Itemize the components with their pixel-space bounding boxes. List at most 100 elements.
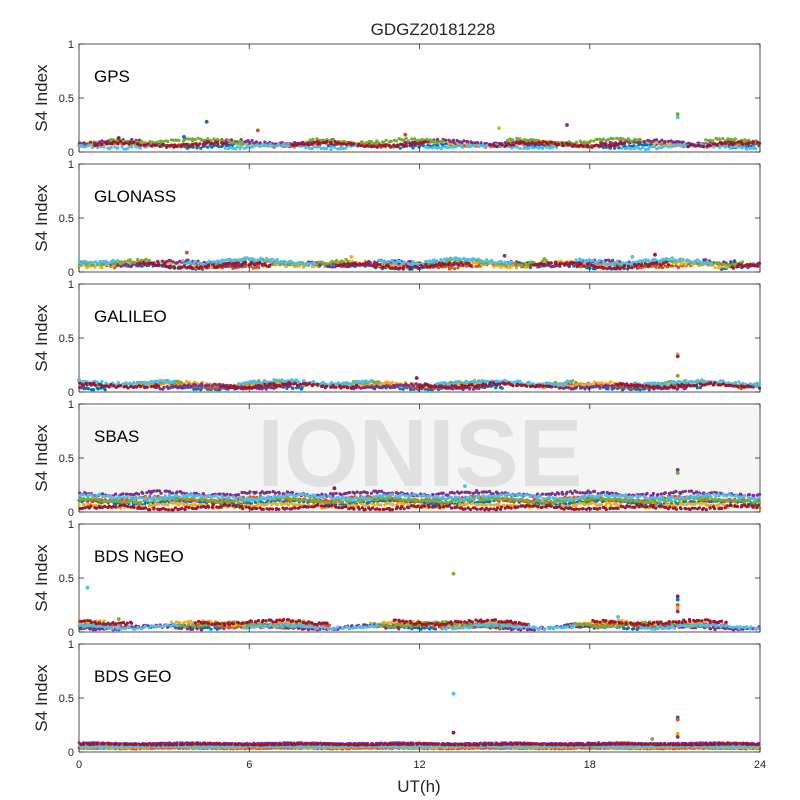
data-point (245, 256, 249, 260)
data-point (744, 142, 748, 146)
data-point (708, 144, 712, 148)
data-point (518, 379, 522, 384)
data-point (448, 140, 452, 144)
data-point (129, 260, 134, 264)
data-point (412, 384, 416, 388)
data-point (638, 140, 642, 144)
data-point (559, 261, 563, 266)
data-point (374, 384, 378, 388)
data-point (236, 261, 240, 265)
data-point (138, 262, 142, 266)
outlier-point (116, 136, 121, 140)
data-point (130, 145, 134, 149)
data-point (216, 259, 220, 263)
data-point (660, 266, 665, 270)
data-point (617, 146, 622, 150)
data-point (235, 145, 239, 149)
data-point (622, 138, 627, 142)
data-point (87, 387, 91, 391)
data-point (321, 141, 325, 145)
data-point (158, 144, 162, 149)
y-tick-label: 0 (68, 387, 74, 399)
data-point (283, 379, 287, 383)
data-point (721, 137, 725, 141)
data-point (500, 143, 504, 147)
data-point (462, 139, 466, 143)
data-point (735, 145, 740, 149)
data-point (506, 138, 510, 142)
data-point (206, 137, 210, 141)
outlier-point (255, 128, 260, 133)
data-point (702, 261, 706, 265)
data-point (388, 386, 393, 390)
data-point (105, 262, 109, 266)
data-point (132, 260, 136, 265)
data-point (717, 266, 722, 270)
data-point (425, 137, 429, 141)
data-point (228, 386, 232, 390)
data-point (324, 262, 328, 266)
data-point (514, 141, 518, 145)
data-point (398, 146, 402, 150)
data-point (168, 386, 172, 390)
data-point (182, 138, 187, 142)
data-point (697, 144, 702, 148)
data-point (534, 142, 538, 146)
data-point (696, 378, 700, 383)
data-point (488, 143, 493, 147)
data-point (378, 143, 382, 147)
data-point (740, 142, 745, 146)
data-point (309, 262, 314, 266)
data-point (311, 141, 315, 145)
data-point (722, 262, 726, 266)
data-point (409, 387, 413, 392)
data-point (134, 145, 138, 149)
data-point (246, 144, 250, 148)
data-point (565, 379, 570, 383)
data-point (286, 142, 290, 146)
data-point (695, 383, 699, 387)
outlier-point (675, 112, 680, 117)
data-point (680, 144, 685, 148)
data-point (661, 261, 666, 265)
data-point (207, 140, 211, 144)
data-point (524, 139, 529, 143)
data-point (369, 139, 373, 144)
data-point (521, 140, 526, 145)
data-point (250, 139, 254, 143)
data-point (731, 145, 735, 149)
data-point (606, 387, 610, 391)
data-point (396, 143, 400, 147)
data-point (229, 138, 233, 142)
data-point (196, 136, 200, 140)
data-point (406, 139, 410, 143)
data-point (312, 380, 316, 384)
data-point (450, 384, 454, 388)
data-point (169, 143, 173, 147)
data-point (400, 143, 404, 147)
data-point (577, 144, 581, 148)
data-point (609, 144, 613, 148)
scatter-points (77, 112, 762, 152)
data-point (457, 386, 461, 390)
data-point (622, 141, 627, 145)
data-point (311, 383, 315, 387)
data-point (709, 262, 714, 266)
data-point (326, 264, 330, 269)
data-point (627, 138, 631, 142)
data-point (370, 378, 374, 382)
data-point (315, 137, 319, 141)
data-point (193, 383, 198, 387)
data-point (519, 141, 523, 145)
data-point (452, 261, 456, 265)
data-point (757, 386, 762, 390)
data-point (143, 143, 148, 147)
data-point (77, 141, 81, 145)
data-point (377, 258, 381, 262)
data-point (429, 264, 433, 268)
data-point (259, 381, 263, 385)
data-point (590, 145, 594, 149)
data-point (82, 145, 86, 149)
data-point (718, 383, 722, 387)
